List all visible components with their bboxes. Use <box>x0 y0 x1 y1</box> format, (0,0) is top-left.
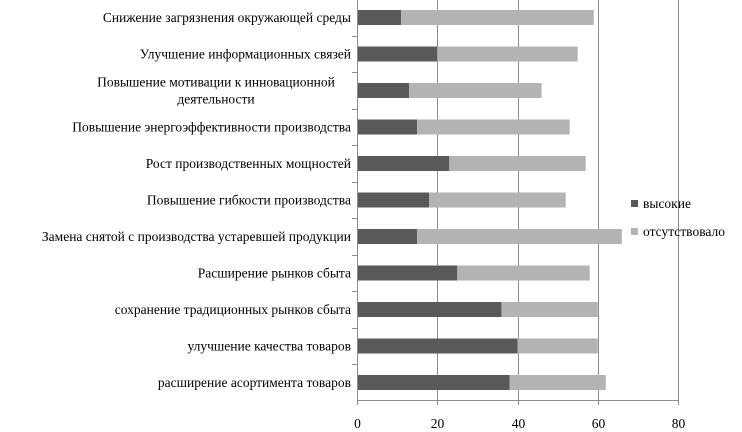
bar-segment-high <box>357 265 458 281</box>
legend-label-absent: отсутствовало <box>643 224 725 239</box>
bar-segment-high <box>357 156 450 171</box>
category-labels: Снижение загрязнения окружающей среды Улу… <box>42 10 351 390</box>
bar-segment-high <box>357 10 402 25</box>
category-label: улучшение качества товаров <box>187 339 351 354</box>
bar-segment-absent <box>501 302 598 317</box>
bar-segment-absent <box>429 192 566 208</box>
bar-segment-absent <box>457 265 590 281</box>
category-label: Расширение рынков сбыта <box>198 266 351 281</box>
legend-swatch-absent <box>631 228 638 235</box>
bar-segment-high <box>357 229 418 244</box>
bar-segment-absent <box>417 229 622 244</box>
category-label-line: деятельности <box>177 92 254 107</box>
category-label: Рост производственных мощностей <box>146 156 351 171</box>
category-label: Снижение загрязнения окружающей среды <box>103 10 351 25</box>
bar-segment-absent <box>449 156 586 171</box>
bar-segment-high <box>357 46 438 62</box>
category-label-line: Рост производственных мощностей <box>146 156 351 171</box>
x-tick-label: 80 <box>672 416 686 431</box>
category-label: Повышение энергоэффективности производст… <box>72 120 351 135</box>
category-label-line: сохранение традиционных рынков сбыта <box>115 302 351 317</box>
bar-segment-high <box>357 302 502 317</box>
category-label: сохранение традиционных рынков сбыта <box>115 302 351 317</box>
bars <box>357 10 622 390</box>
category-label-line: расширение асортимента товаров <box>158 375 351 390</box>
bar-segment-absent <box>437 46 578 62</box>
x-axis: 0 20 40 60 80 <box>352 0 686 431</box>
x-tick-label: 60 <box>592 416 606 431</box>
bar-segment-absent <box>517 338 598 354</box>
bar-segment-absent <box>409 83 542 98</box>
bar-segment-high <box>357 192 430 208</box>
category-label-line: улучшение качества товаров <box>187 339 351 354</box>
category-label-line: Повышение гибкости производства <box>147 193 351 208</box>
category-label-line: Повышение энергоэффективности производст… <box>72 120 351 135</box>
legend: высокие отсутствовало <box>631 196 725 239</box>
category-label: Замена снятой с производства устаревшей … <box>42 229 351 244</box>
category-label-line: Замена снятой с производства устаревшей … <box>42 229 351 244</box>
x-tick-label: 40 <box>512 416 526 431</box>
category-label: Повышение мотивации к инновационной деяте… <box>97 75 335 107</box>
x-tick-label: 0 <box>354 416 361 431</box>
category-label: Повышение гибкости производства <box>147 193 351 208</box>
category-label-line: Расширение рынков сбыта <box>198 266 351 281</box>
category-label: расширение асортимента товаров <box>158 375 351 390</box>
bar-segment-high <box>357 119 418 135</box>
bar-segment-absent <box>401 10 594 25</box>
bar-segment-absent <box>417 119 570 135</box>
legend-swatch-high <box>631 200 638 207</box>
category-label: Улучшение информационных связей <box>140 47 351 62</box>
bar-segment-high <box>357 375 510 390</box>
bar-segment-absent <box>509 375 606 390</box>
category-label-line: Повышение мотивации к инновационной <box>97 75 335 90</box>
bar-segment-high <box>357 83 410 98</box>
legend-label-high: высокие <box>643 196 691 211</box>
category-label-line: Улучшение информационных связей <box>140 47 351 62</box>
category-label-line: Снижение загрязнения окружающей среды <box>103 10 351 25</box>
x-tick-label: 20 <box>431 416 445 431</box>
bar-segment-high <box>357 338 518 354</box>
